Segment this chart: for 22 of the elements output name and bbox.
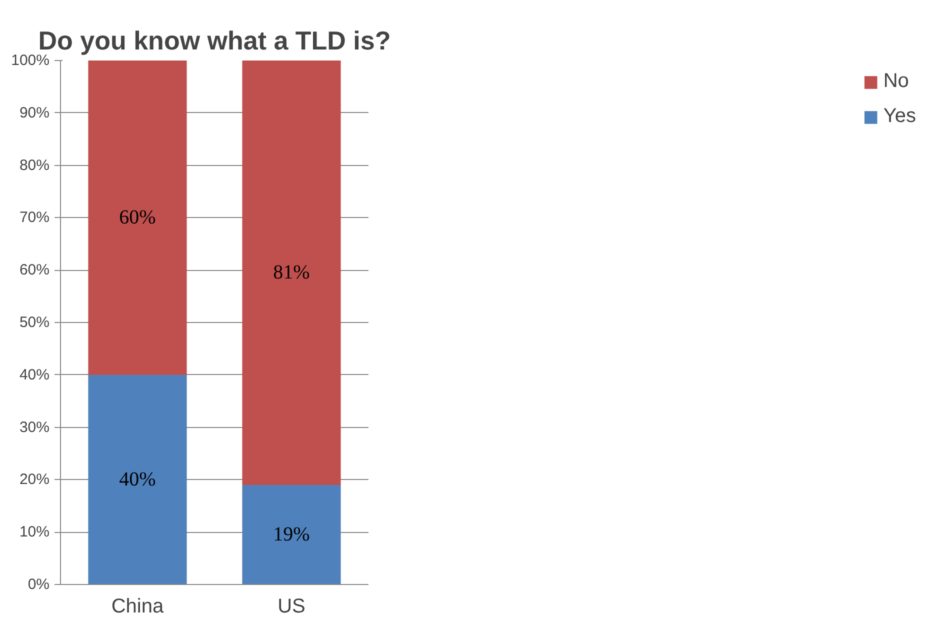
- y-tick-label: 0%: [28, 576, 50, 593]
- y-tick-label: 30%: [19, 418, 50, 436]
- y-tick-label: 10%: [19, 524, 50, 541]
- x-tick-label: US: [278, 596, 306, 618]
- legend-label: No: [883, 70, 909, 93]
- y-tick-label: 90%: [19, 104, 50, 122]
- bar: [88, 60, 187, 375]
- y-tick-label: 40%: [19, 366, 50, 384]
- y-tick-label: 70%: [19, 209, 50, 226]
- data-label: 19%: [273, 524, 310, 546]
- x-tick-label: China: [111, 596, 165, 618]
- data-label: 81%: [273, 262, 310, 284]
- data-label: 40%: [119, 468, 156, 491]
- y-tick-label: 80%: [19, 156, 50, 174]
- bar: [242, 60, 341, 485]
- bar: [242, 484, 341, 584]
- bar: [88, 374, 187, 584]
- y-tick-label: 50%: [19, 314, 50, 331]
- y-tick-label: 20%: [19, 471, 50, 488]
- data-label: 60%: [119, 206, 156, 229]
- legend-label: Yes: [883, 105, 916, 128]
- y-tick-label: 60%: [19, 262, 50, 279]
